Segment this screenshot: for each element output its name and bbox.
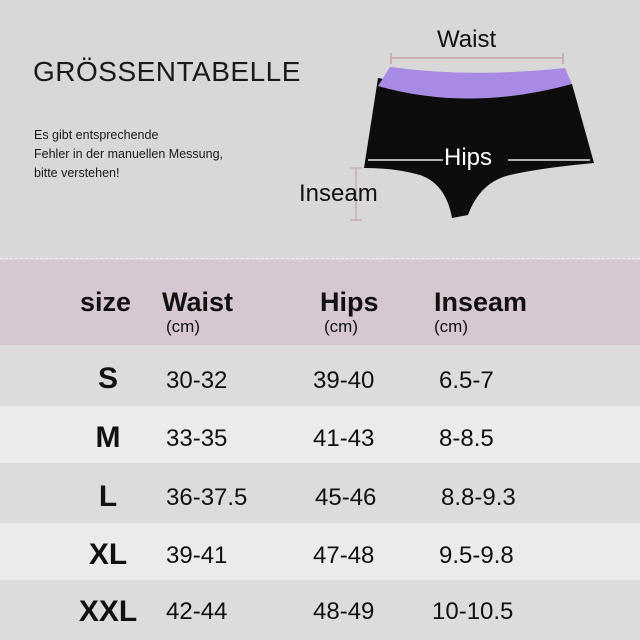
waist-cell: 33-35 — [166, 425, 228, 452]
hips-cell: 39-40 — [313, 367, 375, 394]
note-line: bitte verstehen! — [34, 166, 120, 180]
size-cell: M — [95, 421, 121, 454]
note-line: Fehler in der manuellen Messung, — [34, 147, 223, 161]
waist-cell: 39-41 — [166, 542, 228, 569]
waist-cell: 36-37.5 — [166, 484, 248, 511]
inseam-cell: 9.5-9.8 — [439, 542, 514, 569]
size-cell: XL — [88, 538, 128, 571]
inseam-cell: 8.8-9.3 — [441, 484, 516, 511]
inseam-cell: 6.5-7 — [439, 367, 494, 394]
table-row: S 30-32 39-40 6.5-7 — [0, 345, 640, 406]
table-row: M 33-35 41-43 8-8.5 — [0, 406, 640, 463]
header-waist: Waist — [162, 287, 234, 317]
header-waist-unit: (cm) — [166, 317, 200, 336]
waist-measure-line — [390, 53, 564, 64]
inseam-measure-line — [350, 167, 362, 221]
hips-cell: 48-49 — [313, 598, 375, 625]
waistband — [378, 67, 572, 99]
page-title: GRÖSSENTABELLE — [33, 56, 301, 87]
size-cell: S — [97, 362, 118, 395]
table-row: XL 39-41 47-48 9.5-9.8 — [0, 523, 640, 580]
header-hips: Hips — [320, 287, 379, 317]
header-hips-unit: (cm) — [324, 317, 358, 336]
table-row: L 36-37.5 45-46 8.8-9.3 — [0, 463, 640, 523]
inseam-cell: 8-8.5 — [439, 425, 494, 452]
hips-label: Hips — [444, 144, 493, 171]
inseam-label: Inseam — [299, 180, 378, 207]
briefs-illustration — [350, 53, 594, 221]
measurement-note: Es gibt entsprechende Fehler in der manu… — [34, 126, 223, 183]
header-inseam-unit: (cm) — [434, 317, 468, 336]
table-row: XXL 42-44 48-49 10-10.5 — [0, 580, 640, 640]
header-inseam: Inseam — [434, 287, 528, 317]
table-header: size Waist (cm) Hips (cm) Inseam (cm) — [0, 260, 640, 345]
hips-cell: 41-43 — [313, 425, 375, 452]
waist-label: Waist — [437, 26, 497, 53]
hips-cell: 47-48 — [313, 542, 375, 569]
inseam-cell: 10-10.5 — [432, 598, 514, 625]
briefs-body — [364, 78, 594, 218]
hips-cell: 45-46 — [315, 484, 377, 511]
waist-cell: 30-32 — [166, 367, 228, 394]
size-cell: L — [98, 480, 118, 513]
note-line: Es gibt entsprechende — [34, 128, 159, 142]
divider — [0, 258, 640, 259]
waist-cell: 42-44 — [166, 598, 228, 625]
size-cell: XXL — [78, 595, 138, 628]
header-size: size — [80, 287, 132, 317]
